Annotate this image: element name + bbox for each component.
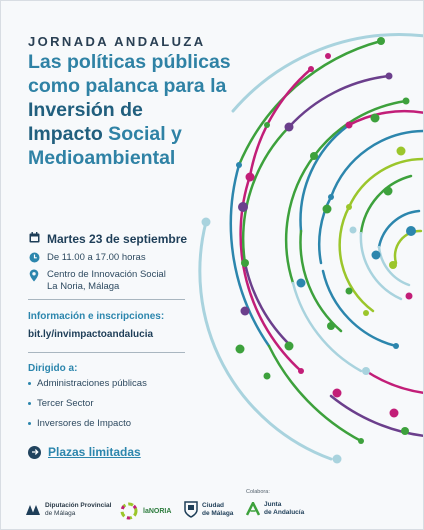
- list-item: Tercer Sector: [28, 393, 147, 413]
- location-pin-icon: [28, 269, 40, 282]
- event-place: Centro de Innovación Social La Noria, Má…: [47, 269, 166, 293]
- audience-list: Administraciones públicas Tercer Sector …: [28, 373, 147, 433]
- junta-mark-icon: [246, 502, 260, 516]
- event-kicker: JORNADA ANDALUZA: [28, 34, 206, 49]
- noria-logo: laNORIA: [119, 501, 171, 521]
- diputacion-logo: Diputación Provincial de Málaga: [25, 502, 111, 518]
- colabora-label: Colabora:: [246, 489, 270, 495]
- arrow-right-icon: [28, 445, 41, 459]
- divider: [28, 352, 185, 353]
- registration-link[interactable]: bit.ly/invimpactoandalucia: [28, 329, 154, 340]
- time-row: De 11.00 a 17.00 horas: [28, 252, 146, 264]
- list-item: Administraciones públicas: [28, 373, 147, 393]
- bullet-icon: [28, 401, 31, 405]
- title-line-4-bold: Impacto: [28, 123, 103, 145]
- bullet-icon: [28, 381, 31, 385]
- event-title: Las políticas públicas como palanca para…: [28, 50, 278, 170]
- limited-places-cta[interactable]: Plazas limitadas: [28, 445, 141, 459]
- noria-wheel-icon: [120, 502, 138, 520]
- place-line-1: Centro de Innovación Social: [47, 269, 166, 280]
- bullet-icon: [28, 421, 31, 425]
- clock-icon: [28, 252, 40, 263]
- ciudad-malaga-logo: Ciudad de Málaga: [184, 501, 233, 518]
- footer-logos: Diputación Provincial de Málaga laNORIA …: [1, 479, 423, 529]
- place-line-2: La Noria, Málaga: [47, 281, 120, 292]
- divider: [28, 299, 185, 300]
- event-time: De 11.00 a 17.00 horas: [47, 252, 146, 263]
- title-line-5: Medioambiental: [28, 147, 176, 169]
- title-line-2: como palanca para la: [28, 75, 227, 97]
- title-line-3: Inversión de: [28, 99, 143, 121]
- list-item: Inversores de Impacto: [28, 413, 147, 433]
- place-row: Centro de Innovación Social La Noria, Má…: [28, 269, 166, 293]
- audience-label: Dirigido a:: [28, 363, 78, 374]
- title-line-1: Las políticas públicas: [28, 51, 231, 73]
- cta-label: Plazas limitadas: [48, 445, 141, 459]
- info-label: Información e inscripciones:: [28, 311, 165, 322]
- event-date: Martes 23 de septiembre: [47, 232, 188, 246]
- date-row: Martes 23 de septiembre: [28, 232, 187, 246]
- diputacion-mark-icon: [26, 505, 40, 515]
- shield-icon: [184, 501, 198, 518]
- calendar-icon: [28, 232, 40, 243]
- junta-andalucia-logo: Junta de Andalucía: [246, 501, 304, 517]
- title-line-4-rest: Social y: [102, 123, 182, 145]
